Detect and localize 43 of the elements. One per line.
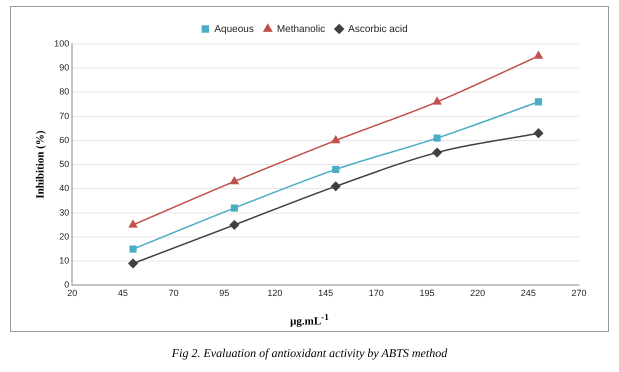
point <box>230 176 239 184</box>
point <box>332 136 340 144</box>
y-tick-label: 100 <box>54 38 70 48</box>
x-tick-label: 20 <box>67 288 78 298</box>
point <box>230 204 238 212</box>
legend-label: Ascorbic acid <box>348 24 408 35</box>
point <box>534 128 544 138</box>
point <box>432 97 442 105</box>
caption: Fig 2. Evaluation of antioxidant activity by ABTS method <box>170 346 448 361</box>
point <box>128 220 138 228</box>
point <box>534 51 543 59</box>
y-tick-label: 90 <box>59 62 70 73</box>
x-tick-label: 145 <box>318 288 334 298</box>
y-tick-label: 50 <box>59 159 70 170</box>
legend-label: Methanolic <box>276 24 326 35</box>
point <box>332 166 340 174</box>
x-axis-title: μg.mL$^{-1}$ <box>289 312 330 328</box>
x-tick-label: 245 <box>520 288 536 298</box>
y-tick-label: 10 <box>59 256 70 266</box>
point <box>128 258 138 268</box>
x-tick-label: 270 <box>571 288 587 298</box>
y-tick-label: 20 <box>59 231 70 242</box>
y-tick-label: 80 <box>59 86 70 97</box>
y-tick-label: 0 <box>64 280 70 290</box>
legend-label: Aqueous <box>214 24 254 35</box>
point <box>230 220 240 230</box>
x-tick-label: 170 <box>368 288 384 298</box>
point <box>432 148 442 158</box>
point <box>434 134 441 142</box>
y-tick-label: 70 <box>59 110 70 121</box>
x-tick-label: 45 <box>118 288 128 298</box>
y-tick-label: 40 <box>59 183 70 194</box>
x-tick-label: 195 <box>419 288 434 298</box>
x-tick-label: 70 <box>168 288 179 298</box>
y-axis-title: Inhibition (%) <box>34 130 46 199</box>
x-tick-label: 220 <box>470 288 486 298</box>
point <box>129 245 137 253</box>
y-tick-label: 60 <box>59 134 70 145</box>
y-tick-label: 30 <box>59 207 70 218</box>
x-tick-label: 95 <box>219 288 230 298</box>
point <box>534 98 542 106</box>
x-tick-label: 120 <box>267 288 282 298</box>
point <box>330 182 340 192</box>
